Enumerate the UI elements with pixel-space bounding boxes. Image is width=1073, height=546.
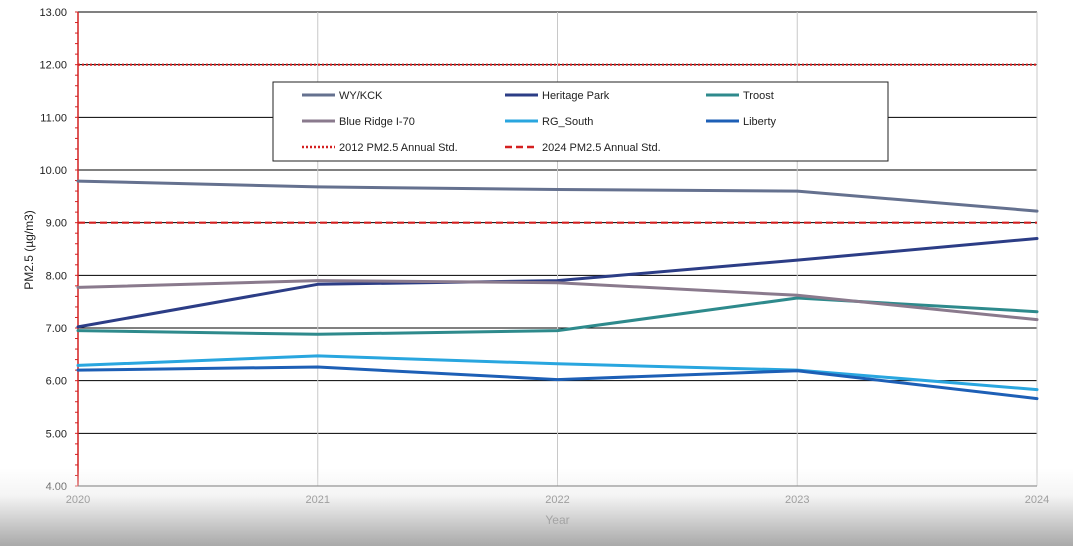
series-line-liberty	[76, 365, 1039, 401]
x-tick-label: 2022	[545, 494, 569, 506]
y-tick-label: 4.00	[46, 481, 67, 493]
y-tick-label: 10.00	[39, 165, 67, 177]
y-tick-label: 13.00	[39, 7, 67, 19]
series-line-blue-ridge-i-70	[76, 279, 1039, 322]
legend-label: 2024 PM2.5 Annual Std.	[542, 142, 661, 154]
series-line-heritage-park	[76, 237, 1039, 329]
legend-label: RG_South	[542, 116, 593, 128]
legend-box	[272, 81, 889, 162]
y-tick-label: 11.00	[40, 112, 67, 124]
x-tick-label: 2020	[66, 494, 90, 506]
y-tick-label: 8.00	[46, 270, 67, 282]
y-tick-label: 9.00	[46, 218, 67, 230]
legend-label: Blue Ridge I-70	[339, 116, 415, 128]
legend-label: 2012 PM2.5 Annual Std.	[339, 142, 458, 154]
legend-label: Heritage Park	[542, 90, 610, 102]
x-tick-label: 2023	[785, 494, 809, 506]
series-line-wy-kck	[76, 179, 1039, 213]
x-tick-label: 2024	[1025, 494, 1049, 506]
legend-label: Liberty	[743, 116, 777, 128]
y-tick-label: 12.00	[39, 60, 67, 72]
legend: WY/KCK Heritage Park Troost Blue Ridge I-70…	[272, 81, 889, 162]
legend-label: WY/KCK	[339, 90, 383, 102]
y-tick-label: 5.00	[46, 428, 67, 440]
x-axis-label: Year	[545, 513, 569, 527]
x-tick-label: 2021	[306, 494, 330, 506]
y-tick-label: 6.00	[46, 376, 67, 388]
y-axis-label: PM2.5 (µg/m3)	[22, 210, 36, 290]
legend-label: Troost	[743, 90, 774, 102]
series-line-rg-south	[76, 354, 1039, 392]
y-tick-label: 7.00	[46, 323, 67, 335]
series-layer	[76, 63, 1039, 401]
